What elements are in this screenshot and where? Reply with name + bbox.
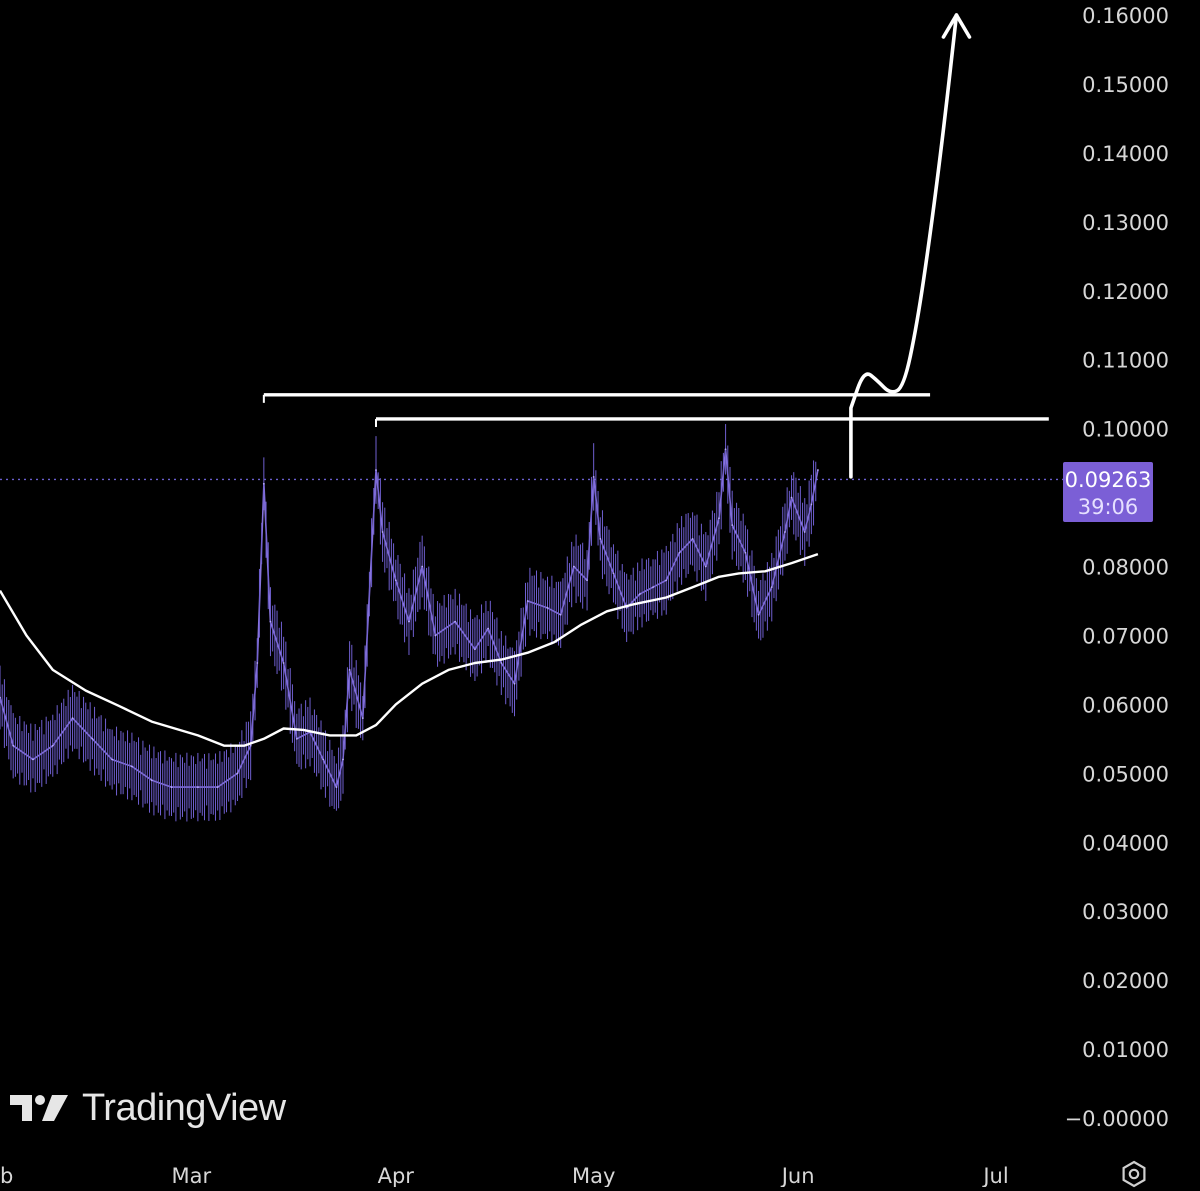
y-tick-label: 0.02000 — [1082, 969, 1169, 993]
x-tick-label: Jul — [981, 1164, 1008, 1187]
price-point — [592, 475, 595, 478]
y-tick-label: 0.10000 — [1082, 418, 1169, 442]
price-point — [216, 786, 219, 788]
price-point — [408, 620, 410, 623]
y-tick-label: 0.15000 — [1082, 73, 1169, 97]
x-tick-label: Mar — [171, 1164, 211, 1187]
y-tick-label: 0.03000 — [1082, 900, 1169, 924]
x-axis: b Mar Apr May Jun Jul — [0, 1164, 1009, 1188]
tradingview-logo-icon — [10, 1095, 68, 1121]
y-tick-label: 0.08000 — [1082, 556, 1169, 580]
price-point — [474, 648, 476, 651]
y-tick-label: 0.04000 — [1082, 831, 1169, 855]
price-point — [724, 448, 727, 451]
price-point — [269, 620, 272, 623]
price-point — [500, 662, 503, 664]
y-tick-label: 0.01000 — [1082, 1038, 1169, 1062]
price-point — [256, 662, 259, 664]
price-point — [790, 496, 793, 499]
price-point — [12, 744, 15, 747]
x-tick-label: Jun — [780, 1164, 815, 1187]
watermark-text: TradingView — [82, 1086, 286, 1129]
drawings-layer[interactable] — [262, 13, 1049, 479]
moving-average-series — [0, 552, 819, 747]
price-point — [375, 469, 377, 471]
price-point — [381, 531, 384, 533]
y-tick-label: 0.13000 — [1082, 211, 1169, 235]
price-point — [665, 579, 668, 582]
price-point — [282, 662, 285, 664]
y-tick-label: 0.11000 — [1082, 349, 1169, 373]
x-tick-label: b — [0, 1164, 13, 1187]
bar-countdown: 39:06 — [1077, 495, 1139, 519]
price-point — [249, 744, 252, 747]
price-point — [586, 579, 588, 582]
price-point — [348, 669, 351, 671]
price-point — [32, 758, 34, 761]
price-point — [236, 772, 239, 775]
y-tick-label: 0.14000 — [1082, 142, 1169, 166]
last-price-value: 0.09263 — [1064, 468, 1152, 492]
price-series — [0, 424, 819, 822]
price-point — [652, 586, 654, 589]
projection-arrow-head — [941, 13, 972, 39]
price-point — [718, 517, 720, 520]
price-point — [817, 469, 819, 471]
y-axis: 0.16000 0.15000 0.14000 0.13000 0.12000 0.110… — [1065, 4, 1169, 1131]
price-point — [394, 579, 397, 582]
y-tick-label: 0.05000 — [1082, 762, 1169, 786]
y-tick-label: −0.00000 — [1065, 1107, 1169, 1131]
price-point — [704, 565, 707, 568]
price-point — [322, 758, 325, 761]
price-point — [572, 565, 575, 568]
y-tick-label: 0.16000 — [1082, 4, 1169, 28]
price-point — [803, 531, 806, 533]
price-point — [51, 744, 54, 747]
price-point — [526, 600, 529, 602]
price-point — [559, 613, 562, 616]
price-point — [434, 634, 437, 637]
projected-path-line — [849, 13, 959, 479]
price-point — [361, 717, 364, 720]
price-point — [770, 586, 773, 589]
price-point — [91, 737, 94, 740]
y-tick-label: 0.07000 — [1082, 624, 1169, 648]
price-point — [757, 613, 760, 616]
x-tick-label: Apr — [378, 1164, 415, 1187]
price-point — [744, 551, 747, 554]
settings-gear-icon[interactable] — [1120, 1160, 1148, 1188]
price-point — [342, 758, 344, 761]
price-point — [513, 682, 516, 685]
price-point — [612, 572, 615, 575]
price-point — [731, 524, 734, 527]
price-point — [131, 765, 133, 768]
price-point — [599, 538, 602, 540]
price-point — [111, 758, 114, 761]
price-point — [421, 565, 424, 568]
price-point — [262, 482, 265, 485]
y-tick-label: 0.12000 — [1082, 280, 1169, 304]
price-point — [335, 786, 338, 788]
price-point — [678, 551, 681, 554]
tradingview-watermark[interactable]: TradingView — [10, 1086, 286, 1130]
moving-average-line — [0, 552, 819, 747]
last-price-label: 0.09263 39:06 — [1063, 462, 1153, 522]
x-tick-label: May — [572, 1164, 615, 1187]
price-point — [454, 620, 457, 623]
price-point — [691, 538, 694, 540]
price-point — [487, 627, 490, 630]
price-point — [295, 737, 298, 740]
price-point — [150, 779, 153, 782]
price-point — [196, 786, 199, 788]
price-point — [71, 717, 74, 720]
price-point — [810, 503, 813, 506]
price-point — [0, 696, 1, 699]
price-point — [546, 606, 549, 609]
price-point — [170, 786, 173, 788]
price-point — [638, 593, 641, 595]
y-tick-label: 0.06000 — [1082, 693, 1169, 717]
price-point — [784, 531, 786, 533]
